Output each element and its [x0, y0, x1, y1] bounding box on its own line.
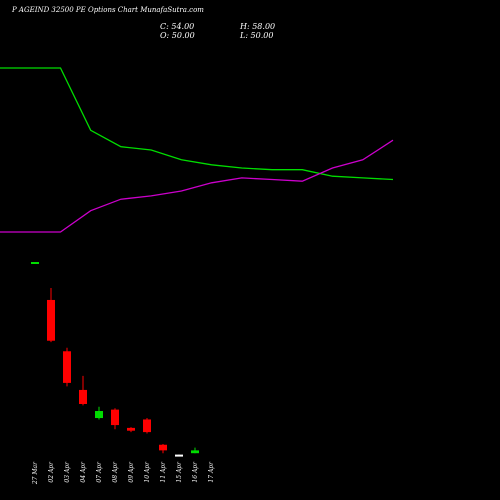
candle-body	[159, 444, 167, 451]
candle-1	[31, 262, 39, 264]
candle-body	[191, 450, 199, 454]
x-tick-label: 17 Apr	[208, 461, 215, 483]
candle-body	[127, 427, 135, 431]
x-tick-label: 04 Apr	[80, 461, 87, 483]
candle-body	[31, 262, 39, 264]
candle-7	[127, 427, 135, 433]
candle-9	[159, 444, 167, 454]
candles-layer	[31, 262, 199, 457]
high-value: H: 58.00	[240, 22, 276, 31]
moving-average-layer	[0, 67, 394, 233]
candle-2	[47, 288, 55, 343]
candle-body	[63, 351, 71, 383]
candle-11	[191, 447, 199, 454]
candle-3	[63, 347, 71, 387]
candle-6	[111, 408, 119, 430]
open-value: O: 50.00	[160, 31, 195, 40]
candle-body	[143, 419, 151, 433]
candle-5	[95, 406, 103, 420]
x-tick-label: 16 Apr	[192, 461, 199, 483]
candle-body	[175, 454, 183, 457]
candle-body	[79, 389, 87, 404]
candle-body	[47, 299, 55, 341]
x-tick-label: 27 Mar	[32, 461, 39, 485]
x-tick-label: 08 Apr	[112, 461, 119, 483]
x-tick-label: 10 Apr	[144, 461, 151, 483]
candle-body	[111, 409, 119, 426]
x-tick-label: 02 Apr	[48, 461, 55, 483]
x-tick-label: 03 Apr	[64, 461, 71, 483]
moving-average-line-1	[0, 67, 394, 181]
moving-average-line-2	[0, 139, 394, 233]
candle-10	[175, 454, 183, 457]
x-tick-label: 11 Apr	[160, 461, 167, 483]
chart-title: P AGEIND 32500 PE Options Chart MunafaSu…	[12, 6, 204, 14]
candle-8	[143, 418, 151, 434]
x-tick-label: 07 Apr	[96, 461, 103, 483]
close-value: C: 54.00	[160, 22, 195, 31]
candle-4	[79, 375, 87, 406]
x-tick-label: 15 Apr	[176, 461, 183, 483]
x-axis-labels: 27 Mar 02 Apr 03 Apr 04 Apr 07 Apr 08 Apr 09 A…	[32, 461, 215, 485]
low-value: L: 50.00	[240, 31, 274, 40]
x-tick-label: 09 Apr	[128, 461, 135, 483]
candle-body	[95, 411, 103, 419]
